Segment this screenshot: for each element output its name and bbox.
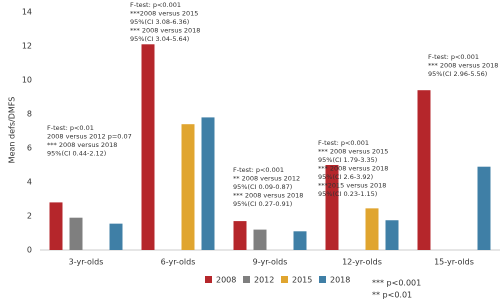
x-tick-label: 15-yr-olds — [434, 258, 474, 267]
annotation: 95%(CI 0.27-0.91) — [233, 200, 292, 208]
annotation: 95%(CI 1.79-3.35) — [318, 156, 377, 164]
y-tick-label: 8 — [27, 110, 32, 119]
significance-legend: ** p<0.01 — [372, 291, 412, 300]
legend-swatch — [243, 276, 250, 283]
annotation: 95%(CI 0.44-2.12) — [47, 150, 106, 158]
legend-label: 2018 — [330, 276, 350, 285]
annotation: ** 2008 versus 2012 — [233, 175, 300, 183]
x-tick-label: 12-yr-olds — [342, 258, 382, 267]
bar — [477, 166, 491, 250]
annotation: 95%(CI 0.23-1.15) — [318, 190, 377, 198]
bar — [417, 90, 431, 250]
annotation: *** 2008 versus 2015 — [318, 148, 388, 156]
annotation: 95%(CI 2.96-5.56) — [428, 70, 487, 78]
bar — [365, 208, 379, 250]
annotation: *** 2008 versus 2018 — [233, 192, 303, 200]
y-tick-label: 14 — [22, 8, 32, 17]
y-tick-label: 4 — [27, 178, 32, 187]
bar — [109, 223, 123, 250]
y-tick-label: 6 — [27, 144, 32, 153]
annotation: *** 2008 versus 2018 — [318, 165, 388, 173]
annotation: 95%(CI 3.04-5.64) — [130, 35, 189, 43]
y-tick-label: 0 — [27, 246, 32, 255]
legend-swatch — [319, 276, 326, 283]
annotation: ***2015 versus 2018 — [318, 182, 386, 190]
legend-swatch — [205, 276, 212, 283]
annotation: F-test: p<0.001 — [428, 53, 479, 61]
bar — [385, 220, 399, 250]
x-tick-label: 6-yr-olds — [161, 258, 196, 267]
annotation: 2008 versus 2012 p=0.07 — [47, 133, 132, 141]
significance-legend: *** p<0.001 — [372, 279, 421, 288]
annotation: 95%(CI 2.6-3.92) — [318, 173, 373, 181]
legend-swatch — [281, 276, 288, 283]
annotation: *** 2008 versus 2018 — [130, 27, 200, 35]
x-tick-label: 3-yr-olds — [69, 258, 104, 267]
bar — [69, 217, 83, 250]
y-tick-label: 10 — [22, 76, 32, 85]
annotation: F-test: p<0.001 — [130, 1, 181, 9]
legend-label: 2008 — [216, 276, 236, 285]
bar — [141, 44, 155, 250]
annotation: *** 2008 versus 2018 — [428, 62, 498, 70]
annotation: 95%(CI 3.08-6.36) — [130, 18, 189, 26]
bar — [49, 202, 63, 250]
bar — [293, 231, 307, 250]
annotation: ***2008 versus 2015 — [130, 10, 198, 18]
annotation: *** 2008 versus 2018 — [47, 141, 117, 149]
bar — [253, 229, 267, 250]
annotation: F-test: p<0.001 — [318, 139, 369, 147]
y-axis-label: Mean defs/DMFS — [8, 97, 17, 164]
bar — [181, 124, 195, 250]
bar — [201, 117, 215, 251]
x-tick-label: 9-yr-olds — [253, 258, 288, 267]
legend-label: 2015 — [292, 276, 312, 285]
annotation: 95%(CI 0.09-0.87) — [233, 183, 292, 191]
annotation: F-test: p<0.01 — [47, 124, 94, 132]
y-tick-label: 12 — [22, 42, 32, 51]
bar — [233, 221, 247, 250]
bar — [325, 165, 339, 250]
legend-label: 2012 — [254, 276, 274, 285]
annotation: F-test: p<0.001 — [233, 166, 284, 174]
y-tick-label: 2 — [27, 212, 32, 221]
